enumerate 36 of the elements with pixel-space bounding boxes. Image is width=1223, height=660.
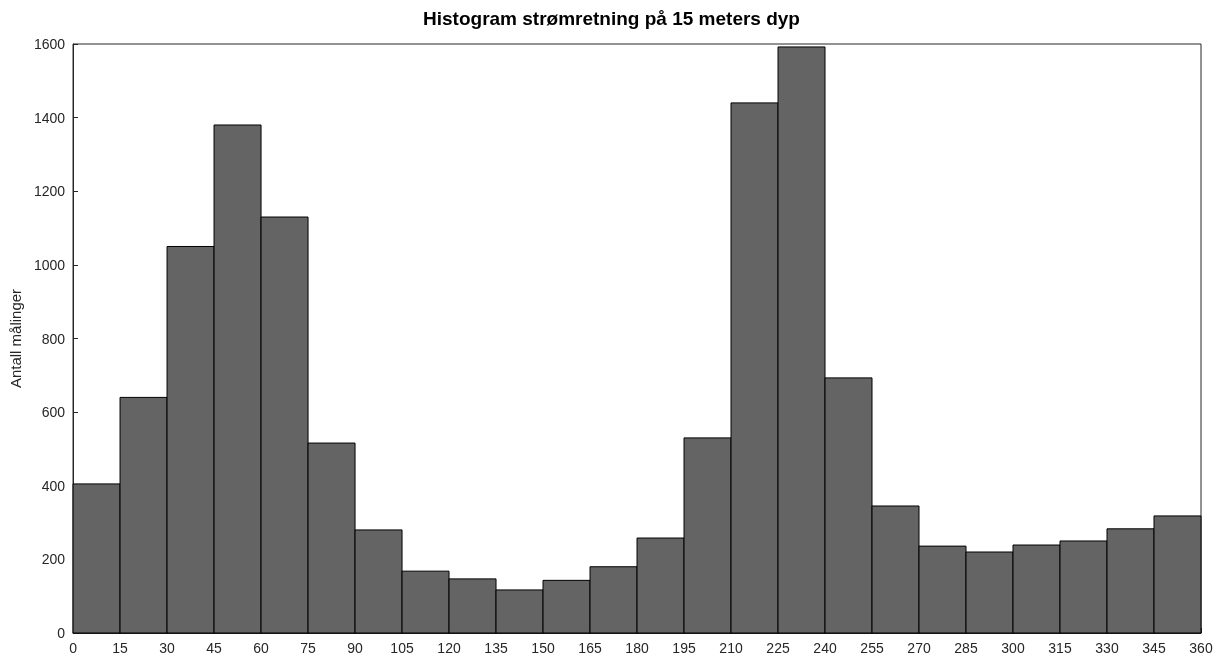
x-tick-label: 60 — [253, 640, 270, 656]
y-tick-label: 400 — [41, 477, 66, 494]
x-tick-label: 120 — [437, 640, 461, 656]
y-tick-label: 1400 — [33, 109, 66, 126]
y-tick-label: 1600 — [33, 36, 66, 52]
x-tick-label: 0 — [69, 640, 78, 656]
x-tick-label: 255 — [860, 640, 884, 656]
x-tick-label: 225 — [766, 640, 790, 656]
x-tick-label: 345 — [1142, 640, 1166, 656]
x-tick-label: 300 — [1001, 640, 1025, 656]
x-tick-label: 45 — [206, 640, 223, 656]
x-tick-label: 360 — [1189, 640, 1213, 656]
x-tick-label: 240 — [813, 640, 837, 656]
x-tick-label: 195 — [672, 640, 696, 656]
x-tick-label: 105 — [390, 640, 414, 656]
x-tick-label: 30 — [159, 640, 176, 656]
x-tick-label: 270 — [907, 640, 931, 656]
y-axis-title: Antall målinger — [7, 288, 24, 389]
x-tick-label: 180 — [625, 640, 649, 656]
y-tick-label: 600 — [41, 404, 66, 421]
x-tick-label: 150 — [531, 640, 555, 656]
x-tick-label: 135 — [484, 640, 508, 656]
x-tick-label: 285 — [954, 640, 978, 656]
x-tick-label: 210 — [719, 640, 743, 656]
x-tick-label: 315 — [1048, 640, 1072, 656]
x-tick-label: 90 — [347, 640, 364, 656]
x-tick-label: 165 — [578, 640, 602, 656]
x-tick-label: 75 — [300, 640, 317, 656]
x-tick-label: 15 — [112, 640, 129, 656]
y-tick-label: 800 — [41, 330, 66, 347]
x-tick-label: 330 — [1095, 640, 1119, 656]
y-tick-label: 1200 — [33, 183, 66, 200]
y-tick-label: 1000 — [33, 256, 66, 273]
y-tick-label: 0 — [57, 625, 66, 641]
chart-title: Histogram strømretning på 15 meters dyp — [423, 8, 800, 29]
y-tick-label: 200 — [41, 551, 66, 568]
